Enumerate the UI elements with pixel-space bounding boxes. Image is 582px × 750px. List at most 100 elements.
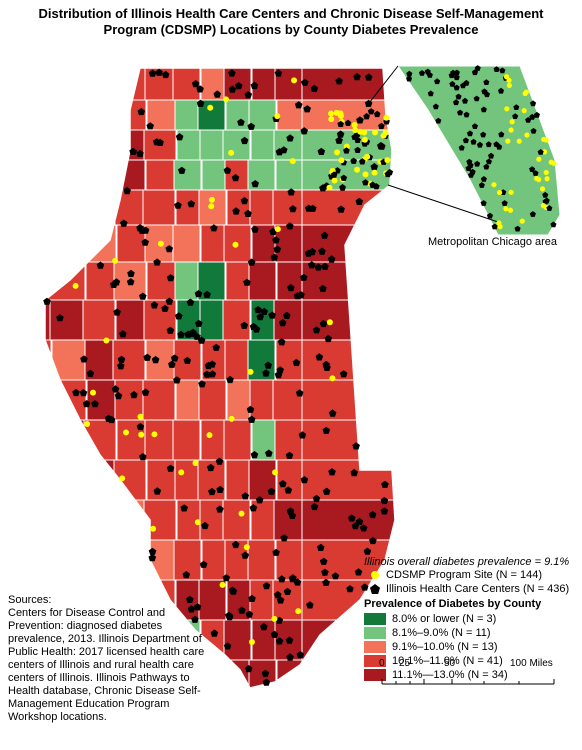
health-center-marker	[418, 70, 425, 76]
health-center-marker	[292, 358, 301, 367]
health-center-marker	[182, 571, 191, 579]
health-center-marker	[303, 105, 311, 113]
health-center-marker	[43, 297, 51, 305]
health-center-marker	[455, 93, 462, 100]
county-polygon	[50, 68, 89, 101]
county-polygon	[86, 189, 120, 226]
county-polygon	[50, 419, 89, 461]
cdsmp-site-marker	[516, 138, 522, 144]
cdsmp-site-marker	[333, 109, 340, 116]
health-center-marker	[512, 113, 519, 119]
cdsmp-site-marker	[372, 129, 379, 136]
county-polygon	[172, 419, 201, 461]
health-center-marker	[530, 100, 537, 107]
legend-class-label: 8.0% or lower (N = 3)	[392, 613, 497, 625]
health-center-marker	[244, 209, 252, 217]
health-center-marker	[373, 110, 381, 118]
county-polygon	[248, 261, 277, 301]
health-center-marker	[56, 314, 64, 322]
health-center-marker	[247, 122, 255, 130]
health-center-marker	[223, 166, 232, 174]
county-polygon	[144, 419, 178, 461]
health-center-marker	[228, 69, 236, 77]
health-center-marker	[344, 119, 352, 126]
county-polygon	[0, 420, 42, 460]
legend-class-2: 9.1%–10.0% (N = 13)	[364, 640, 569, 654]
health-center-marker	[296, 651, 305, 659]
cdsmp-site-marker	[274, 226, 281, 233]
health-center-marker	[204, 361, 213, 370]
county-polygon	[0, 300, 42, 340]
county-polygon	[301, 419, 395, 461]
health-center-marker	[240, 197, 249, 205]
health-center-marker	[150, 301, 159, 309]
scale-bar: 0 25 50 100 Miles	[374, 658, 564, 698]
health-center-marker	[196, 85, 204, 93]
health-center-marker	[367, 108, 375, 115]
county-polygon	[0, 225, 42, 262]
cdsmp-site-marker	[540, 203, 547, 209]
health-center-marker	[530, 127, 537, 134]
health-center-marker	[191, 615, 199, 623]
chicago-inset	[397, 65, 561, 236]
county-polygon	[49, 129, 88, 161]
county-polygon	[47, 99, 86, 131]
county-polygon	[45, 99, 53, 131]
health-center-marker	[127, 269, 135, 277]
health-center-marker	[208, 487, 216, 496]
overall-prevalence: Illinois overall diabetes prevalence = 9…	[364, 556, 570, 568]
county-polygon	[173, 159, 202, 191]
health-center-marker	[114, 392, 123, 400]
health-center-marker	[462, 137, 469, 144]
health-center-marker	[483, 79, 490, 85]
health-center-marker	[195, 319, 203, 327]
county-polygon	[45, 379, 54, 421]
health-center-marker	[210, 629, 219, 637]
cdsmp-site-marker	[123, 429, 130, 436]
county-polygon	[0, 262, 42, 300]
county-polygon	[0, 190, 42, 225]
health-center-marker	[136, 149, 144, 158]
county-polygon	[114, 189, 148, 226]
cdsmp-site-marker	[228, 415, 235, 422]
health-center-marker	[354, 146, 361, 153]
health-center-marker	[352, 442, 360, 450]
health-center-marker	[260, 622, 268, 631]
health-center-marker	[226, 375, 234, 384]
scale-tick-0: 0	[379, 658, 385, 669]
health-center-marker	[471, 123, 478, 129]
inset-leader-bottom	[387, 184, 499, 223]
county-polygon	[222, 499, 251, 541]
health-center-marker	[130, 391, 138, 399]
health-center-marker	[360, 583, 369, 591]
legend-class-3: 10.1%–11.0% (N = 41)	[364, 654, 569, 668]
map-title: Distribution of Illinois Health Care Cen…	[0, 6, 582, 38]
health-center-marker	[126, 278, 135, 286]
health-center-marker	[384, 170, 392, 178]
health-center-marker	[328, 409, 337, 417]
cdsmp-site-marker	[361, 129, 368, 136]
health-center-marker	[280, 534, 288, 542]
county-polygon	[112, 159, 146, 191]
county-polygon	[49, 499, 88, 541]
county-polygon	[112, 539, 146, 581]
county-polygon	[275, 159, 306, 191]
county-polygon	[301, 299, 395, 341]
health-center-marker	[356, 116, 364, 124]
health-center-marker	[319, 284, 327, 292]
health-center-marker	[285, 636, 294, 644]
county-polygon	[301, 68, 395, 101]
legend-class-label: 9.1%–10.0% (N = 13)	[392, 641, 498, 653]
health-center-marker	[350, 468, 358, 477]
legend-item-cdsmp: CDSMP Program Site (N = 144)	[364, 568, 569, 582]
county-polygon	[49, 299, 88, 341]
scale-tick-100: 100 Miles	[510, 658, 553, 669]
county-polygon	[86, 379, 120, 421]
health-center-marker	[248, 594, 256, 602]
health-center-marker	[346, 585, 354, 593]
county-polygon	[273, 499, 304, 541]
cdsmp-site-marker	[541, 136, 547, 143]
county-polygon	[142, 189, 176, 226]
county-polygon	[114, 379, 148, 421]
